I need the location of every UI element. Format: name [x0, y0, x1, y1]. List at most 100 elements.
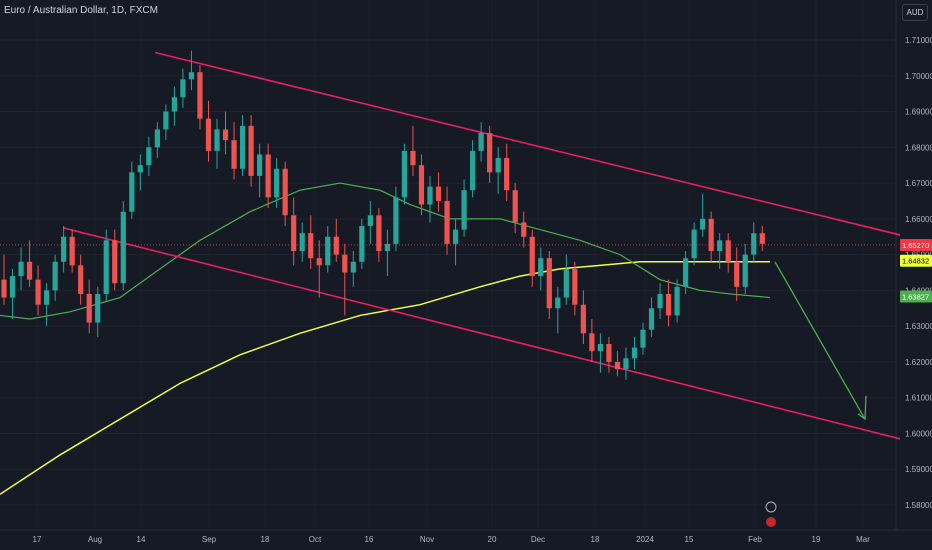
- candle-body[interactable]: [427, 186, 433, 205]
- candle-body[interactable]: [640, 329, 646, 348]
- candle-body[interactable]: [350, 261, 356, 273]
- candle-body[interactable]: [274, 168, 280, 198]
- candle-body[interactable]: [137, 165, 143, 173]
- candle-body[interactable]: [214, 129, 220, 151]
- candle-body[interactable]: [410, 150, 416, 166]
- candle-body[interactable]: [44, 290, 50, 305]
- candle-body[interactable]: [282, 168, 288, 216]
- candle-body[interactable]: [129, 172, 135, 212]
- candle-body[interactable]: [572, 268, 578, 305]
- candle-body[interactable]: [742, 254, 748, 287]
- candle-body[interactable]: [606, 344, 612, 362]
- candle-body[interactable]: [725, 240, 731, 262]
- candle-body[interactable]: [538, 258, 544, 277]
- event-lightning-icon[interactable]: [765, 501, 777, 513]
- candle-body[interactable]: [665, 293, 672, 316]
- candle-body[interactable]: [708, 218, 714, 252]
- channel-upper-line[interactable]: [154, 51, 901, 236]
- candle-body[interactable]: [112, 240, 118, 284]
- candle-body[interactable]: [257, 154, 263, 176]
- candle-body[interactable]: [555, 297, 561, 309]
- candle-body[interactable]: [103, 240, 109, 294]
- candle-body[interactable]: [521, 222, 527, 237]
- candle-body[interactable]: [418, 165, 425, 205]
- candle-body[interactable]: [154, 129, 160, 148]
- candle-body[interactable]: [452, 229, 459, 244]
- candle-body[interactable]: [359, 226, 365, 262]
- candle-body[interactable]: [691, 229, 697, 259]
- candle-body[interactable]: [163, 111, 169, 130]
- candle-body[interactable]: [180, 79, 186, 98]
- candle-body[interactable]: [597, 344, 603, 352]
- candle-body[interactable]: [316, 258, 322, 266]
- candle-body[interactable]: [401, 150, 408, 198]
- candle-body[interactable]: [478, 133, 484, 151]
- candle-body[interactable]: [1, 279, 7, 298]
- candle-body[interactable]: [393, 197, 399, 244]
- candle-body[interactable]: [9, 276, 16, 298]
- candle-body[interactable]: [734, 261, 740, 287]
- candle-body[interactable]: [342, 254, 348, 273]
- candle-body[interactable]: [197, 72, 203, 119]
- candle-body[interactable]: [487, 133, 493, 173]
- candle-body[interactable]: [291, 215, 297, 252]
- candle-body[interactable]: [35, 279, 41, 305]
- candle-body[interactable]: [299, 233, 305, 252]
- candle-body[interactable]: [78, 265, 84, 294]
- candle-body[interactable]: [86, 293, 92, 323]
- candle-body[interactable]: [18, 261, 24, 277]
- candle-body[interactable]: [759, 233, 765, 244]
- candle-body[interactable]: [674, 286, 680, 316]
- candle-body[interactable]: [614, 361, 621, 370]
- projection-arrow-line[interactable]: [774, 261, 866, 420]
- candle-body[interactable]: [120, 211, 126, 284]
- candle-body[interactable]: [146, 147, 152, 166]
- candle-body[interactable]: [563, 268, 569, 298]
- candle-body[interactable]: [205, 118, 212, 151]
- candle-body[interactable]: [333, 236, 339, 255]
- candle-body[interactable]: [384, 243, 390, 252]
- candle-body[interactable]: [589, 333, 595, 352]
- candle-body[interactable]: [444, 200, 450, 244]
- candle-body[interactable]: [631, 347, 638, 359]
- x-tick-label: Dec: [531, 535, 545, 544]
- candle-body[interactable]: [95, 293, 101, 323]
- candle-body[interactable]: [435, 186, 442, 201]
- channel-lower-line[interactable]: [62, 227, 901, 440]
- candle-body[interactable]: [700, 218, 706, 230]
- candle-body[interactable]: [231, 140, 237, 169]
- candle-body[interactable]: [325, 236, 331, 266]
- candle-body[interactable]: [26, 261, 33, 280]
- candle-body[interactable]: [52, 261, 58, 291]
- candle-body[interactable]: [512, 190, 518, 223]
- candle-body[interactable]: [308, 233, 314, 259]
- candle-body[interactable]: [751, 233, 757, 255]
- candle-body[interactable]: [623, 358, 629, 370]
- candle-body[interactable]: [657, 293, 663, 309]
- candle-body[interactable]: [717, 240, 723, 252]
- candle-body[interactable]: [546, 258, 552, 309]
- candle-body[interactable]: [376, 215, 382, 252]
- candle-body[interactable]: [61, 236, 67, 262]
- candle-body[interactable]: [248, 125, 254, 176]
- candle-body[interactable]: [265, 154, 271, 198]
- candle-body[interactable]: [495, 158, 501, 173]
- y-tick-label: 1.69000: [905, 108, 932, 117]
- candle-body[interactable]: [683, 258, 689, 287]
- candle-body[interactable]: [504, 158, 510, 191]
- candle-body[interactable]: [69, 236, 75, 266]
- candle-body[interactable]: [239, 125, 246, 169]
- currency-button[interactable]: AUD: [902, 4, 928, 21]
- candle-body[interactable]: [648, 308, 655, 330]
- candle-body[interactable]: [580, 304, 586, 334]
- candle-body[interactable]: [188, 72, 195, 80]
- candle-body[interactable]: [529, 236, 535, 277]
- candle-body[interactable]: [222, 129, 229, 141]
- candle-body[interactable]: [461, 190, 467, 230]
- candle-body[interactable]: [171, 97, 177, 112]
- candle-body[interactable]: [367, 215, 373, 226]
- candle-body[interactable]: [470, 150, 476, 191]
- event-flag-icon[interactable]: [766, 517, 776, 527]
